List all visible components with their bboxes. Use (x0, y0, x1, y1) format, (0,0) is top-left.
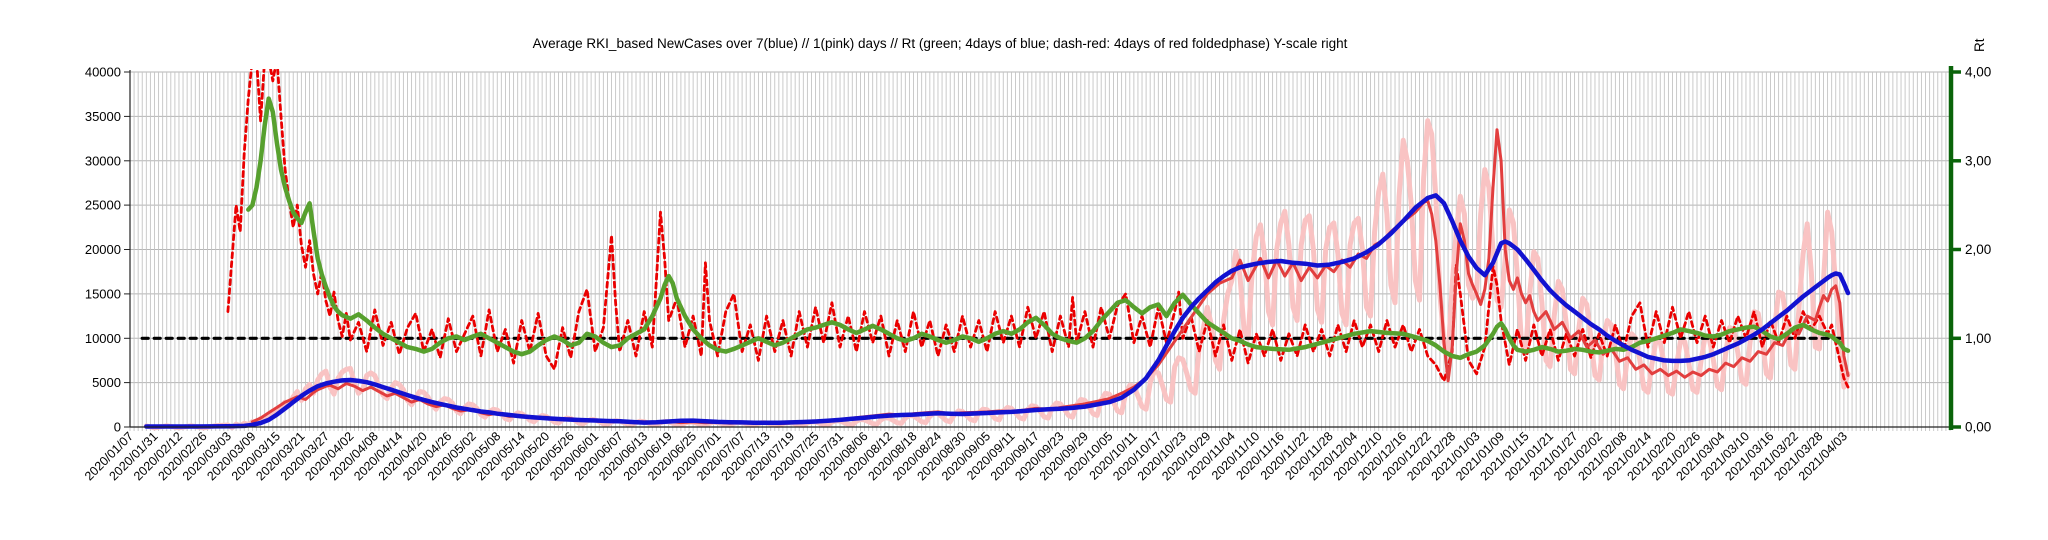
right-axis-tick-label: 4,00 (1965, 65, 1991, 80)
series-blue_7day (144, 193, 1851, 429)
left-axis-tick-label: 35000 (85, 109, 121, 124)
left-axis-tick-label: 5000 (92, 375, 121, 390)
left-axis-tick-label: 40000 (85, 65, 121, 80)
left-axis-tick-label: 20000 (85, 242, 121, 257)
right-axis-tick-label: 2,00 (1965, 242, 1991, 257)
right-axis-title: Rt (1972, 38, 1987, 52)
right-axis-tick-label: 0,00 (1965, 420, 1991, 435)
left-axis-tick-label: 25000 (85, 198, 121, 213)
right-axis-tick-label: 3,00 (1965, 153, 1991, 168)
left-axis-tick-label: 10000 (85, 331, 121, 346)
left-axis-tick-label: 30000 (85, 153, 121, 168)
left-axis-tick-label: 0 (114, 420, 121, 435)
left-axis-tick-label: 15000 (85, 286, 121, 301)
chart-title: Average RKI_based NewCases over 7(blue) … (532, 36, 1348, 51)
series-red_rt (226, 69, 1850, 389)
series-red_folded (250, 128, 1850, 426)
series-pink_daily (143, 118, 1851, 431)
series-green_rt (246, 96, 1851, 361)
right-axis-tick-label: 1,00 (1965, 331, 1991, 346)
